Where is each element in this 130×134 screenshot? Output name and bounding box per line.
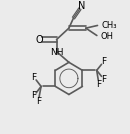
Text: OH: OH	[101, 32, 114, 41]
Text: F: F	[101, 57, 106, 66]
Text: F: F	[96, 80, 101, 89]
Text: O: O	[35, 35, 43, 44]
Text: NH: NH	[50, 48, 64, 57]
Text: F: F	[31, 73, 36, 82]
Text: N: N	[78, 1, 86, 11]
Text: F: F	[31, 91, 36, 100]
Text: CH₃: CH₃	[102, 21, 117, 30]
Text: F: F	[37, 97, 42, 106]
Text: F: F	[101, 75, 106, 84]
